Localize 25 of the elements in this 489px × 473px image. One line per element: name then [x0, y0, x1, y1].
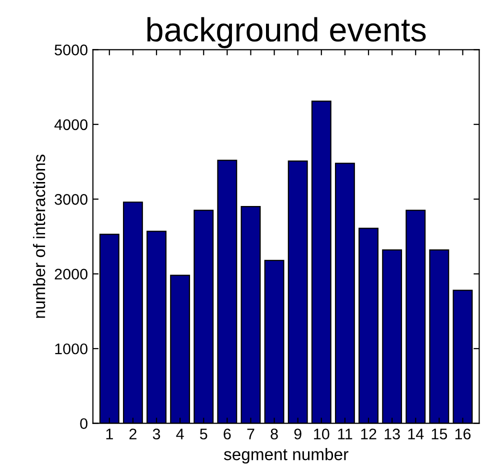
y-tick-label: 0 [80, 418, 88, 430]
y-tick-label: 5000 [54, 44, 88, 56]
x-tick-label: 14 [408, 428, 424, 440]
x-tick-label: 4 [176, 428, 184, 440]
x-axis-title: segment number [224, 448, 348, 464]
y-tick-label: 2000 [54, 268, 88, 280]
x-tick-label: 2 [129, 428, 136, 440]
x-tick-label: 11 [338, 428, 352, 440]
x-tick-label: 1 [106, 428, 113, 440]
x-tick-label: 8 [270, 428, 278, 440]
x-tick-label: 10 [314, 428, 330, 440]
chart-title: background events [147, 17, 426, 48]
y-axis-title: number of interactions [32, 154, 46, 318]
x-tick-label: 6 [224, 428, 231, 440]
x-tick-label: 12 [361, 428, 376, 440]
x-tick-label: 3 [152, 428, 160, 440]
y-tick-label: 3000 [54, 194, 88, 205]
y-tick-label: 4000 [54, 119, 88, 130]
x-tick-label: 15 [432, 428, 448, 440]
y-tick-label: 1000 [55, 343, 88, 354]
x-tick-label: 7 [247, 428, 254, 440]
x-tick-label: 16 [455, 428, 471, 440]
x-tick-label: 9 [294, 428, 302, 440]
x-tick-label: 13 [384, 428, 400, 440]
x-tick-label: 5 [200, 428, 208, 440]
